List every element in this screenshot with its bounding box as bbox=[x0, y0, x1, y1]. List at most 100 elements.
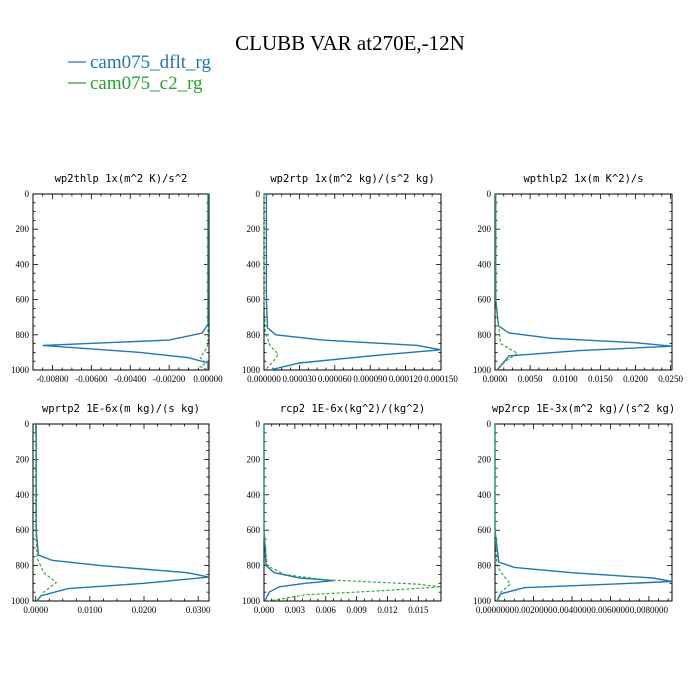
x-tick-label: 0.00000 bbox=[193, 374, 223, 384]
panel-title: rcp2 1E-6x(kg^2)/(kg^2) bbox=[280, 403, 425, 415]
x-tick-label: -0.00400 bbox=[114, 374, 147, 384]
y-tick-label: 0 bbox=[25, 419, 30, 429]
y-tick-label: 200 bbox=[247, 454, 261, 464]
y-tick-label: 400 bbox=[247, 259, 261, 269]
x-tick-label: 0.0060000 bbox=[591, 605, 630, 615]
y-tick-label: 200 bbox=[478, 454, 492, 464]
panel-frame bbox=[494, 423, 673, 602]
x-tick-label: 0.000150 bbox=[424, 374, 458, 384]
y-tick-label: 200 bbox=[478, 224, 492, 234]
x-tick-label: 0.000060 bbox=[318, 374, 352, 384]
x-tick-label: 0.000030 bbox=[283, 374, 317, 384]
y-tick-label: 1000 bbox=[11, 365, 30, 375]
panel-2: wp2rtp 1x(m^2 kg)/(s^2 kg) 0 200 400 600 800 1… bbox=[242, 173, 458, 384]
x-tick-label: 0.0000000 bbox=[476, 605, 515, 615]
panel-title: wpthlp2 1x(m K^2)/s bbox=[523, 173, 643, 185]
x-tick-label: 0.000000 bbox=[247, 374, 281, 384]
x-tick-label: 0.000120 bbox=[389, 374, 423, 384]
x-tick-label: 0.0150 bbox=[588, 374, 613, 384]
legend-label-dflt: cam075_dflt_rg bbox=[90, 52, 212, 73]
x-tick-label: 0.0050 bbox=[518, 374, 543, 384]
series-line-dflt bbox=[42, 194, 209, 370]
panel-title: wp2rcp 1E-3x(m^2 kg)/(s^2 kg) bbox=[492, 403, 675, 415]
y-tick-label: 0 bbox=[487, 189, 492, 199]
x-tick-label: 0.0080000 bbox=[630, 605, 669, 615]
y-tick-label: 0 bbox=[256, 189, 261, 199]
series-line-dflt bbox=[265, 194, 442, 371]
x-tick-label: 0.0020000 bbox=[514, 605, 553, 615]
y-tick-label: 800 bbox=[247, 330, 261, 340]
x-tick-label: -0.00600 bbox=[75, 374, 108, 384]
y-tick-label: 1000 bbox=[242, 596, 261, 606]
x-tick-label: 0.015 bbox=[408, 605, 429, 615]
legend: cam075_dflt_rg cam075_c2_rg bbox=[68, 52, 212, 94]
y-tick-label: 800 bbox=[478, 330, 492, 340]
x-tick-label: 0.0100 bbox=[553, 374, 578, 384]
x-tick-label: 0.000090 bbox=[353, 374, 387, 384]
panels: wp2thlp 1x(m^2 K)/s^2 0 200 400 600 800 1000 -0… bbox=[11, 173, 683, 615]
series-line-dflt bbox=[494, 424, 673, 602]
x-tick-label: 0.0300 bbox=[186, 605, 211, 615]
y-tick-label: 600 bbox=[478, 295, 492, 305]
x-tick-label: -0.00200 bbox=[153, 374, 186, 384]
y-tick-label: 600 bbox=[16, 525, 30, 535]
series-line-c2 bbox=[263, 424, 442, 602]
panel-1: wp2thlp 1x(m^2 K)/s^2 0 200 400 600 800 1000 -0… bbox=[11, 173, 223, 384]
y-tick-label: 800 bbox=[478, 561, 492, 571]
y-tick-label: 200 bbox=[247, 224, 261, 234]
x-tick-label: 0.0000 bbox=[483, 374, 508, 384]
y-tick-label: 1000 bbox=[473, 365, 492, 375]
y-tick-label: 800 bbox=[16, 330, 30, 340]
x-tick-label: -0.00800 bbox=[36, 374, 69, 384]
series-line-dflt bbox=[263, 424, 335, 602]
x-tick-label: 0.006 bbox=[316, 605, 337, 615]
x-tick-label: 0.003 bbox=[285, 605, 306, 615]
y-tick-label: 400 bbox=[16, 490, 30, 500]
x-tick-label: 0.0250 bbox=[658, 374, 683, 384]
panel-3: wpthlp2 1x(m K^2)/s020040060080010000.00… bbox=[473, 173, 683, 384]
y-tick-label: 600 bbox=[247, 295, 261, 305]
panel-title: wp2thlp 1x(m^2 K)/s^2 bbox=[55, 173, 188, 185]
y-tick-label: 0 bbox=[487, 419, 492, 429]
x-tick-label: 0.0040000 bbox=[553, 605, 592, 615]
series-line-c2 bbox=[495, 194, 519, 371]
y-tick-label: 400 bbox=[478, 490, 492, 500]
y-tick-label: 0 bbox=[256, 419, 261, 429]
x-tick-label: 0.0200 bbox=[132, 605, 157, 615]
figure-title: CLUBB VAR at270E,-12N bbox=[235, 31, 465, 55]
panel-frame bbox=[263, 193, 442, 371]
x-tick-label: 0.000 bbox=[254, 605, 275, 615]
y-tick-label: 1000 bbox=[242, 365, 261, 375]
panel-frame bbox=[32, 193, 210, 371]
y-tick-label: 200 bbox=[16, 454, 30, 464]
legend-label-c2: cam075_c2_rg bbox=[90, 73, 203, 94]
y-tick-label: 600 bbox=[478, 525, 492, 535]
series-line-c2 bbox=[35, 424, 58, 602]
panel-frame bbox=[263, 423, 442, 602]
x-tick-label: 0.0000 bbox=[23, 605, 48, 615]
panel-title: wprtp2 1E-6x(m kg)/(s kg) bbox=[42, 403, 200, 415]
y-tick-label: 800 bbox=[247, 561, 261, 571]
panel-4: wprtp2 1E-6x(m kg)/(s kg) 0 200 400 600 800 10… bbox=[11, 403, 211, 615]
y-tick-label: 400 bbox=[16, 259, 30, 269]
panel-title: wp2rtp 1x(m^2 kg)/(s^2 kg) bbox=[270, 173, 434, 185]
panel-6: wp2rcp 1E-3x(m^2 kg)/(s^2 kg)0 200 400 600 8… bbox=[473, 403, 675, 615]
y-tick-label: 0 bbox=[25, 189, 30, 199]
y-tick-label: 400 bbox=[247, 490, 261, 500]
series-line-dflt bbox=[495, 194, 673, 371]
y-tick-label: 200 bbox=[16, 224, 30, 234]
series-line-c2 bbox=[494, 424, 512, 602]
y-tick-label: 800 bbox=[16, 561, 30, 571]
x-tick-label: 0.0200 bbox=[623, 374, 648, 384]
x-tick-label: 0.012 bbox=[377, 605, 397, 615]
series-line-c2 bbox=[263, 194, 279, 371]
y-tick-label: 1000 bbox=[11, 596, 30, 606]
y-tick-label: 600 bbox=[247, 525, 261, 535]
panel-frame bbox=[32, 423, 210, 602]
series-line-c2 bbox=[199, 194, 209, 371]
x-tick-label: 0.0100 bbox=[77, 605, 102, 615]
panel-5: rcp2 1E-6x(kg^2)/(kg^2) 0 200 400 600 800 1000… bbox=[242, 403, 442, 615]
y-tick-label: 600 bbox=[16, 295, 30, 305]
x-tick-label: 0.009 bbox=[346, 605, 367, 615]
